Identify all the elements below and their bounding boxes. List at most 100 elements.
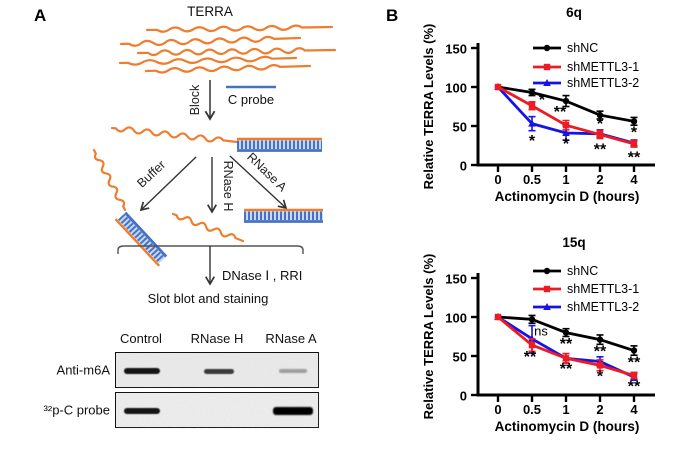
x-tick-label: 2: [596, 402, 603, 417]
blot-band: [124, 408, 160, 414]
data-point-marker: [630, 347, 638, 354]
legend-item-shMETTL3-1: shMETTL3-1: [533, 282, 639, 296]
y-tick-label: 0: [460, 159, 467, 174]
panel-b-label: B: [386, 6, 399, 25]
data-point-marker: [543, 79, 551, 86]
blot-row-label-anti-m6a: Anti-m6A: [56, 362, 110, 378]
significance-annotation: ns: [534, 324, 548, 339]
data-point-marker: [543, 63, 551, 71]
x-tick-label: 0: [494, 402, 501, 417]
buffer-label: Buffer: [134, 158, 168, 191]
data-point-marker: [528, 341, 536, 349]
rnase-a-label: RNase A: [244, 150, 290, 195]
data-point-marker: [494, 313, 502, 321]
series-shNC: [494, 313, 638, 357]
slot-blot-label: Slot blot and staining: [148, 291, 269, 306]
data-point-marker: [543, 303, 551, 310]
y-tick-label: 150: [445, 272, 467, 287]
blot-band: [279, 369, 307, 373]
y-tick-label: 100: [445, 311, 467, 326]
x-tick-label: 0: [494, 172, 501, 187]
data-point-marker: [528, 119, 536, 127]
data-point-marker: [562, 355, 570, 362]
c-probe-label: C probe: [228, 92, 274, 107]
legend-label: shMETTL3-1: [567, 282, 639, 296]
buffer-product-duplex: [114, 211, 168, 267]
y-tick-label: 100: [445, 81, 467, 96]
rnase-a-product-duplex: [244, 208, 323, 223]
terra-strands: [118, 24, 337, 74]
chart-6q: 6q 0 50 100 150 0 0.5 1 2 4 Actinomycin D (hours) R…: [421, 5, 655, 204]
data-point-marker: [630, 372, 638, 379]
y-tick-label: 50: [453, 120, 467, 135]
significance-annotation: **: [554, 104, 567, 121]
y-tick-label: 150: [445, 42, 467, 57]
data-point-marker: [528, 102, 536, 109]
legend-label: shMETTL3-2: [567, 300, 639, 314]
significance-annotation: **: [560, 361, 573, 378]
series-shMETTL3-1: [494, 313, 638, 380]
x-tick-label: 4: [630, 402, 638, 417]
data-point-marker: [630, 140, 638, 148]
significance-annotation: **: [628, 355, 641, 372]
data-point-marker: [528, 89, 536, 96]
legend-label: shNC: [567, 41, 598, 55]
legend-item-shNC: shNC: [533, 41, 598, 55]
data-point-marker: [543, 285, 551, 293]
panel-a-schematic: TERRA Block C probe Buffer RNase H RNase…: [92, 4, 337, 306]
blocked-terra-strand: [110, 126, 239, 144]
x-axis-label: Actinomycin D (hours): [495, 419, 640, 434]
blot-column-control: Control: [120, 331, 162, 346]
blot-membrane-probe: [115, 392, 320, 429]
terra-label: TERRA: [187, 4, 233, 19]
legend-item-shMETTL3-1: shMETTL3-1: [533, 60, 639, 74]
legend-label: shMETTL3-2: [567, 76, 639, 90]
data-point-marker: [596, 362, 604, 369]
significance-annotation: **: [628, 379, 641, 396]
panel-a-label: A: [34, 6, 47, 25]
buffer-arrow: [139, 156, 197, 212]
blot-column-rnase-a: RNase A: [265, 331, 317, 346]
blot-band: [204, 368, 234, 374]
dnase-label: DNase Ⅰ , RRI: [222, 268, 302, 283]
blot-band: [124, 368, 160, 374]
legend-label: shNC: [567, 264, 598, 278]
data-point-marker: [543, 44, 551, 52]
data-point-marker: [596, 131, 604, 138]
x-tick-label: 1: [562, 172, 569, 187]
significance-annotation: *: [597, 369, 604, 386]
series-shMETTL3-1: [494, 83, 638, 148]
legend-label: shMETTL3-1: [567, 60, 639, 74]
significance-annotation: **: [524, 349, 537, 366]
data-point-marker: [562, 329, 570, 336]
y-axis-label: Relative TERRA Levels (%): [421, 24, 436, 190]
blot-band: [273, 407, 313, 415]
x-axis-label: Actinomycin D (hours): [495, 189, 640, 204]
chart-title: 6q: [566, 5, 582, 20]
significance-annotation: *: [563, 136, 570, 153]
data-point-marker: [543, 267, 551, 275]
significance-annotation: *: [529, 133, 536, 150]
x-tick-label: 4: [630, 172, 638, 187]
hybrid-duplex: [237, 137, 322, 152]
significance-annotation: *: [631, 125, 638, 142]
data-point-marker: [630, 118, 638, 125]
significance-annotation: **: [594, 142, 607, 159]
data-point-marker: [562, 122, 570, 129]
significance-annotation: **: [594, 344, 607, 361]
buffer-product-tail: [92, 148, 127, 212]
rnase-a-arrow: [229, 155, 288, 210]
legend-item-shNC: shNC: [533, 264, 598, 278]
significance-annotation: **: [560, 336, 573, 353]
y-axis-label: Relative TERRA Levels (%): [421, 254, 436, 420]
blot-column-rnase-h: RNase H: [190, 331, 244, 346]
chart-title: 15q: [562, 235, 585, 250]
data-point-marker: [494, 83, 502, 91]
data-point-marker: [596, 336, 604, 343]
block-label: Block: [188, 84, 202, 115]
rnase-h-label: RNase H: [221, 161, 235, 212]
data-point-marker: [562, 97, 570, 105]
rnase-h-product-strand: [171, 212, 245, 243]
significance-annotation: *: [539, 92, 546, 109]
